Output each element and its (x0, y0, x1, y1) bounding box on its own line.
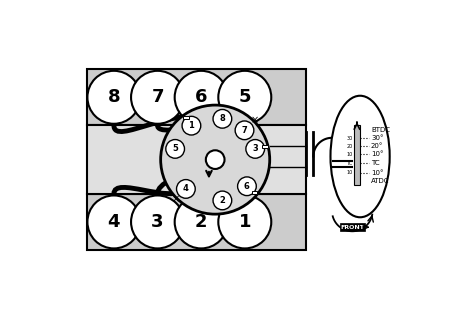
Text: 20: 20 (346, 144, 353, 149)
Bar (87, 194, 306, 250)
Text: 2: 2 (195, 213, 208, 231)
Text: BTDC: BTDC (371, 127, 390, 133)
Text: ATDC: ATDC (371, 178, 390, 184)
Text: ×: × (251, 115, 259, 125)
Text: ×: × (172, 194, 180, 204)
Circle shape (182, 116, 201, 135)
Text: 3: 3 (151, 213, 164, 231)
Circle shape (131, 195, 184, 249)
Text: 5: 5 (238, 88, 251, 106)
Circle shape (175, 195, 228, 249)
Circle shape (166, 140, 184, 158)
Text: 8: 8 (219, 114, 225, 123)
Text: 8: 8 (108, 88, 120, 106)
Circle shape (87, 195, 140, 249)
Ellipse shape (330, 96, 390, 217)
Circle shape (161, 105, 270, 214)
Circle shape (131, 71, 184, 124)
Bar (354, 125, 360, 185)
Text: 3: 3 (252, 144, 258, 153)
Text: 7: 7 (242, 126, 247, 135)
Circle shape (213, 191, 232, 210)
Circle shape (213, 110, 232, 128)
Text: 7: 7 (151, 88, 164, 106)
Text: TC: TC (371, 160, 380, 166)
Bar (87, 69, 306, 125)
Text: 6: 6 (195, 88, 208, 106)
Text: 30°: 30° (371, 136, 383, 141)
Circle shape (246, 140, 264, 158)
Text: 1: 1 (189, 121, 194, 130)
Bar (183, 116, 189, 119)
Text: 10: 10 (346, 151, 353, 156)
Circle shape (219, 195, 271, 249)
Text: 10: 10 (346, 170, 353, 175)
Circle shape (176, 180, 195, 198)
Text: 10°: 10° (371, 151, 383, 157)
Bar (340, 223, 365, 231)
Bar (87, 125, 306, 194)
Text: 30: 30 (346, 136, 353, 141)
Text: 4: 4 (183, 184, 189, 193)
Text: 20°: 20° (371, 143, 383, 149)
Text: 5: 5 (172, 144, 178, 153)
Circle shape (175, 71, 228, 124)
Text: 10°: 10° (371, 170, 383, 176)
Text: 4: 4 (108, 213, 120, 231)
Circle shape (87, 71, 140, 124)
Circle shape (237, 177, 256, 196)
Circle shape (219, 71, 271, 124)
Bar (262, 145, 268, 148)
Text: TC: TC (346, 161, 353, 166)
Text: 1: 1 (238, 213, 251, 231)
Circle shape (235, 121, 254, 140)
Bar (252, 191, 257, 194)
Text: FRONT: FRONT (340, 225, 364, 230)
Text: 2: 2 (219, 196, 225, 205)
Circle shape (206, 150, 225, 169)
Text: 6: 6 (244, 182, 250, 191)
